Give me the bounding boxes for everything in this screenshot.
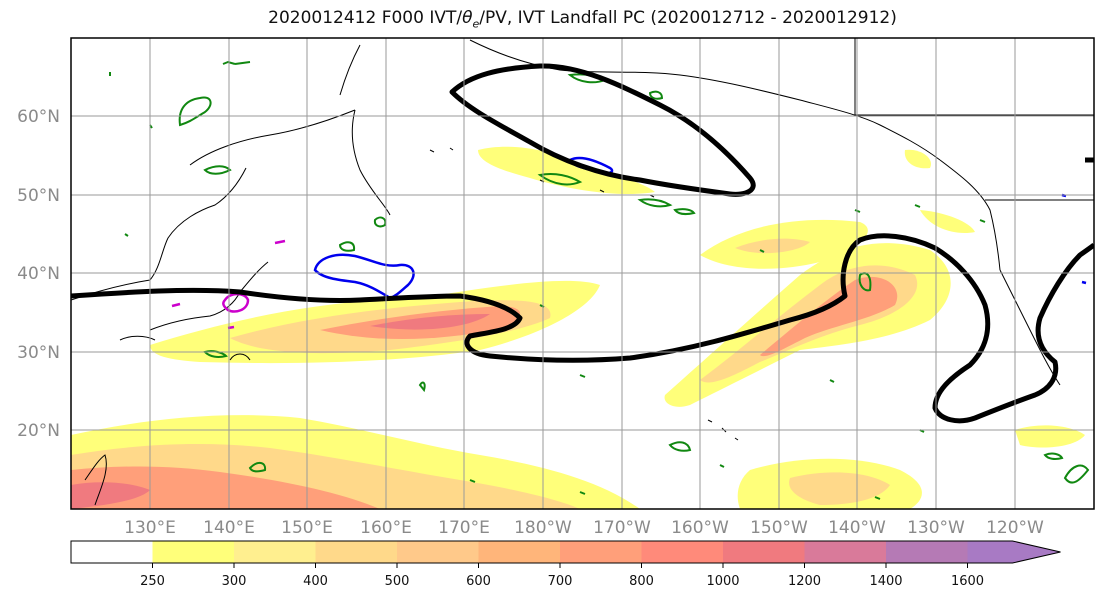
colorbar-level-label: 1400 [869,574,902,589]
lon-label: 130°W [907,518,965,538]
colorbar-level-label: 400 [303,574,328,589]
colorbar-level-label: 1200 [788,574,821,589]
colorbar-level-label: 300 [222,574,247,589]
colorbar-swatch [723,541,805,563]
colorbar-swatch [397,541,479,563]
gridlines [71,38,1094,509]
colorbar-swatch [71,541,153,563]
colorbar-swatch [234,541,316,563]
longitude-labels: 130°E 140°E 150°E 160°E 170°E 180°W 170°… [124,518,1044,538]
chart-title: 2020012412 F000 IVT/θe/PV, IVT Landfall … [268,8,897,31]
lon-label: 140°E [203,518,255,538]
colorbar-ticks [152,563,968,568]
colorbar-swatch [886,541,968,563]
map-border [70,37,1095,510]
lat-label: 50°N [17,186,60,206]
colorbar-swatch [560,541,642,563]
lon-label: 150°W [750,518,808,538]
pc-contours [71,63,1094,424]
colorbar-labels: 250 300 400 500 600 700 800 1000 1200 1400 1600 [140,574,984,589]
colorbar-level-label: 250 [140,574,165,589]
colorbar-level-label: 700 [548,574,573,589]
colorbar-swatch [641,541,724,563]
lon-label: 160°W [671,518,729,538]
lat-label: 40°N [17,264,60,284]
latitude-labels: 60°N 50°N 40°N 30°N 20°N [17,107,60,441]
colorbar-swatch [315,541,398,563]
colorbar-swatch [152,541,235,563]
colorbar-extend-arrow [967,541,1061,563]
colorbar-level-label: 500 [385,574,410,589]
lon-label: 160°E [360,518,412,538]
lat-label: 20°N [17,421,60,441]
colorbar-level-label: 600 [466,574,491,589]
lat-label: 60°N [17,107,60,127]
lon-label: 180°W [514,518,572,538]
lat-label: 30°N [17,343,60,363]
colorbar-outline [70,540,1061,564]
colorbar-level-label: 800 [629,574,654,589]
lon-label: 120°W [986,518,1044,538]
colorbar-level-label: 1600 [951,574,984,589]
colorbar-swatch [478,541,561,563]
lon-label: 140°W [828,518,886,538]
ivt-shading [71,146,1085,509]
colorbar-level-label: 1000 [706,574,739,589]
lon-label: 170°W [593,518,651,538]
lon-label: 130°E [124,518,176,538]
colorbar: 250 300 400 500 600 700 800 1000 1200 1400 1600 [70,540,1061,589]
lon-label: 170°E [438,518,490,538]
colorbar-swatches [70,540,1061,564]
lon-label: 150°E [281,518,333,538]
coastlines [71,38,1094,506]
colorbar-swatch [804,541,887,563]
